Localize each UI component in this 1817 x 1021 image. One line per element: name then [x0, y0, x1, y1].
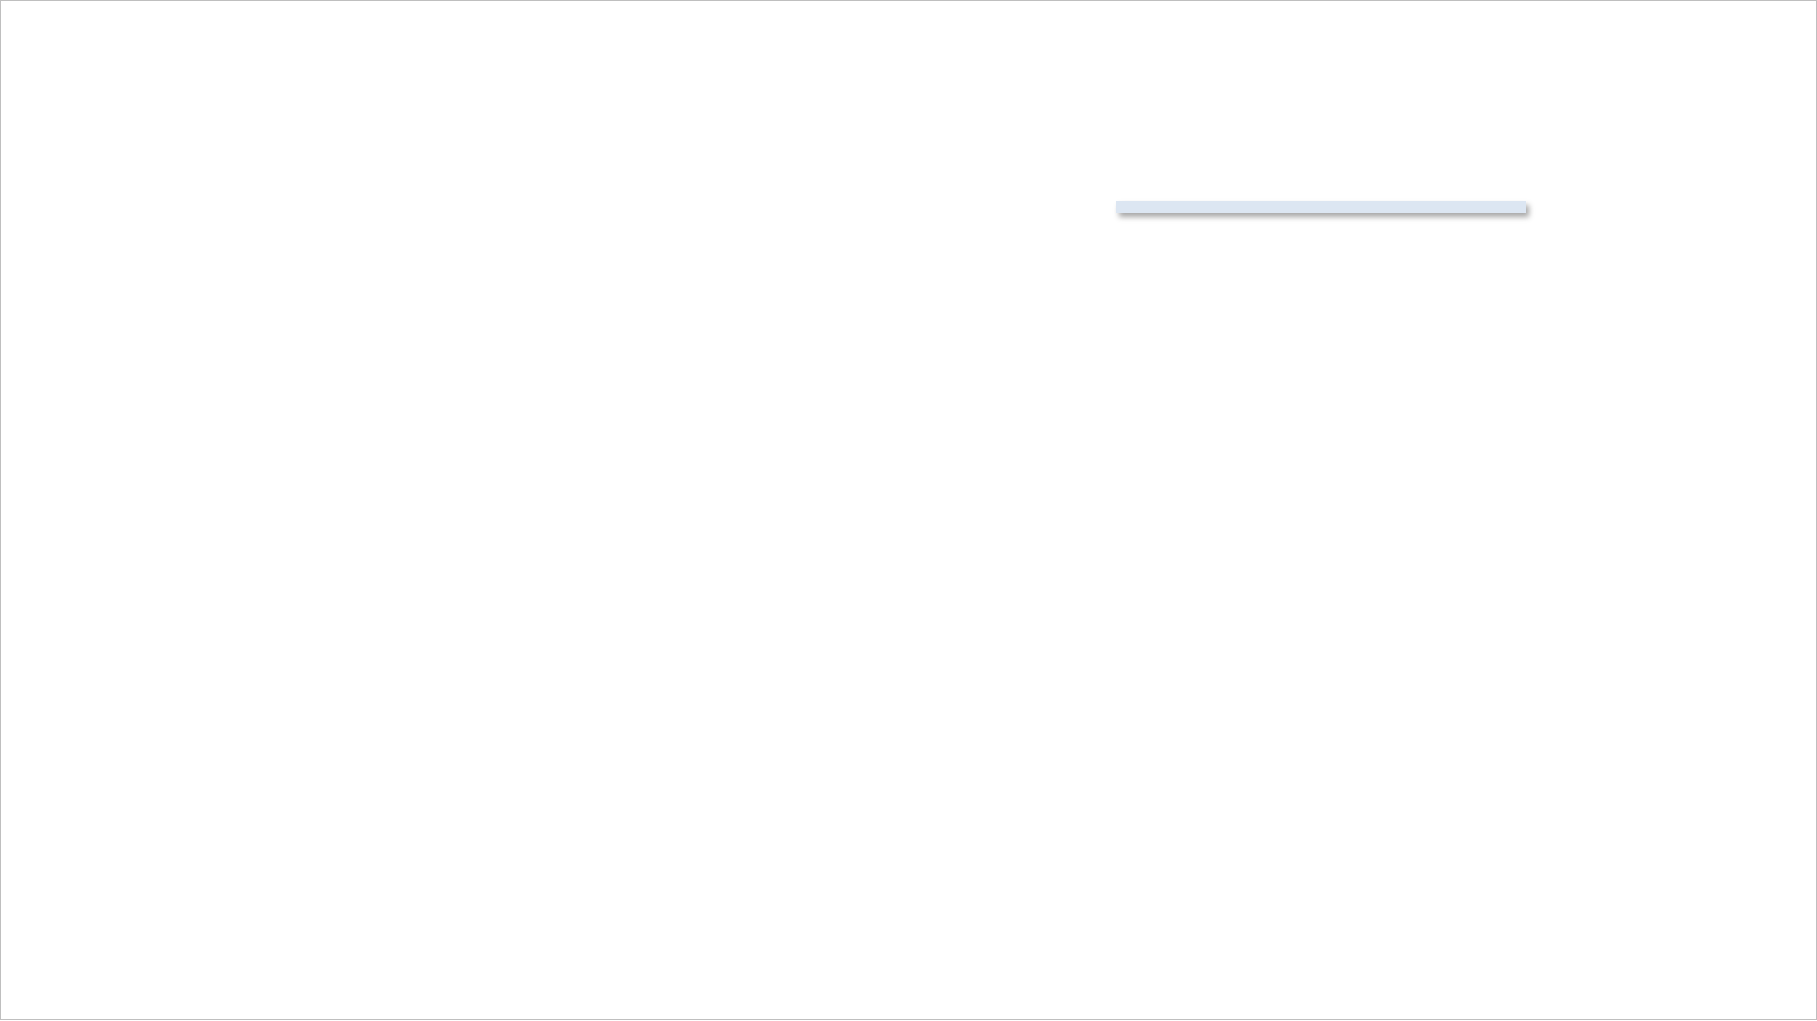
annotation-box — [1116, 201, 1526, 213]
